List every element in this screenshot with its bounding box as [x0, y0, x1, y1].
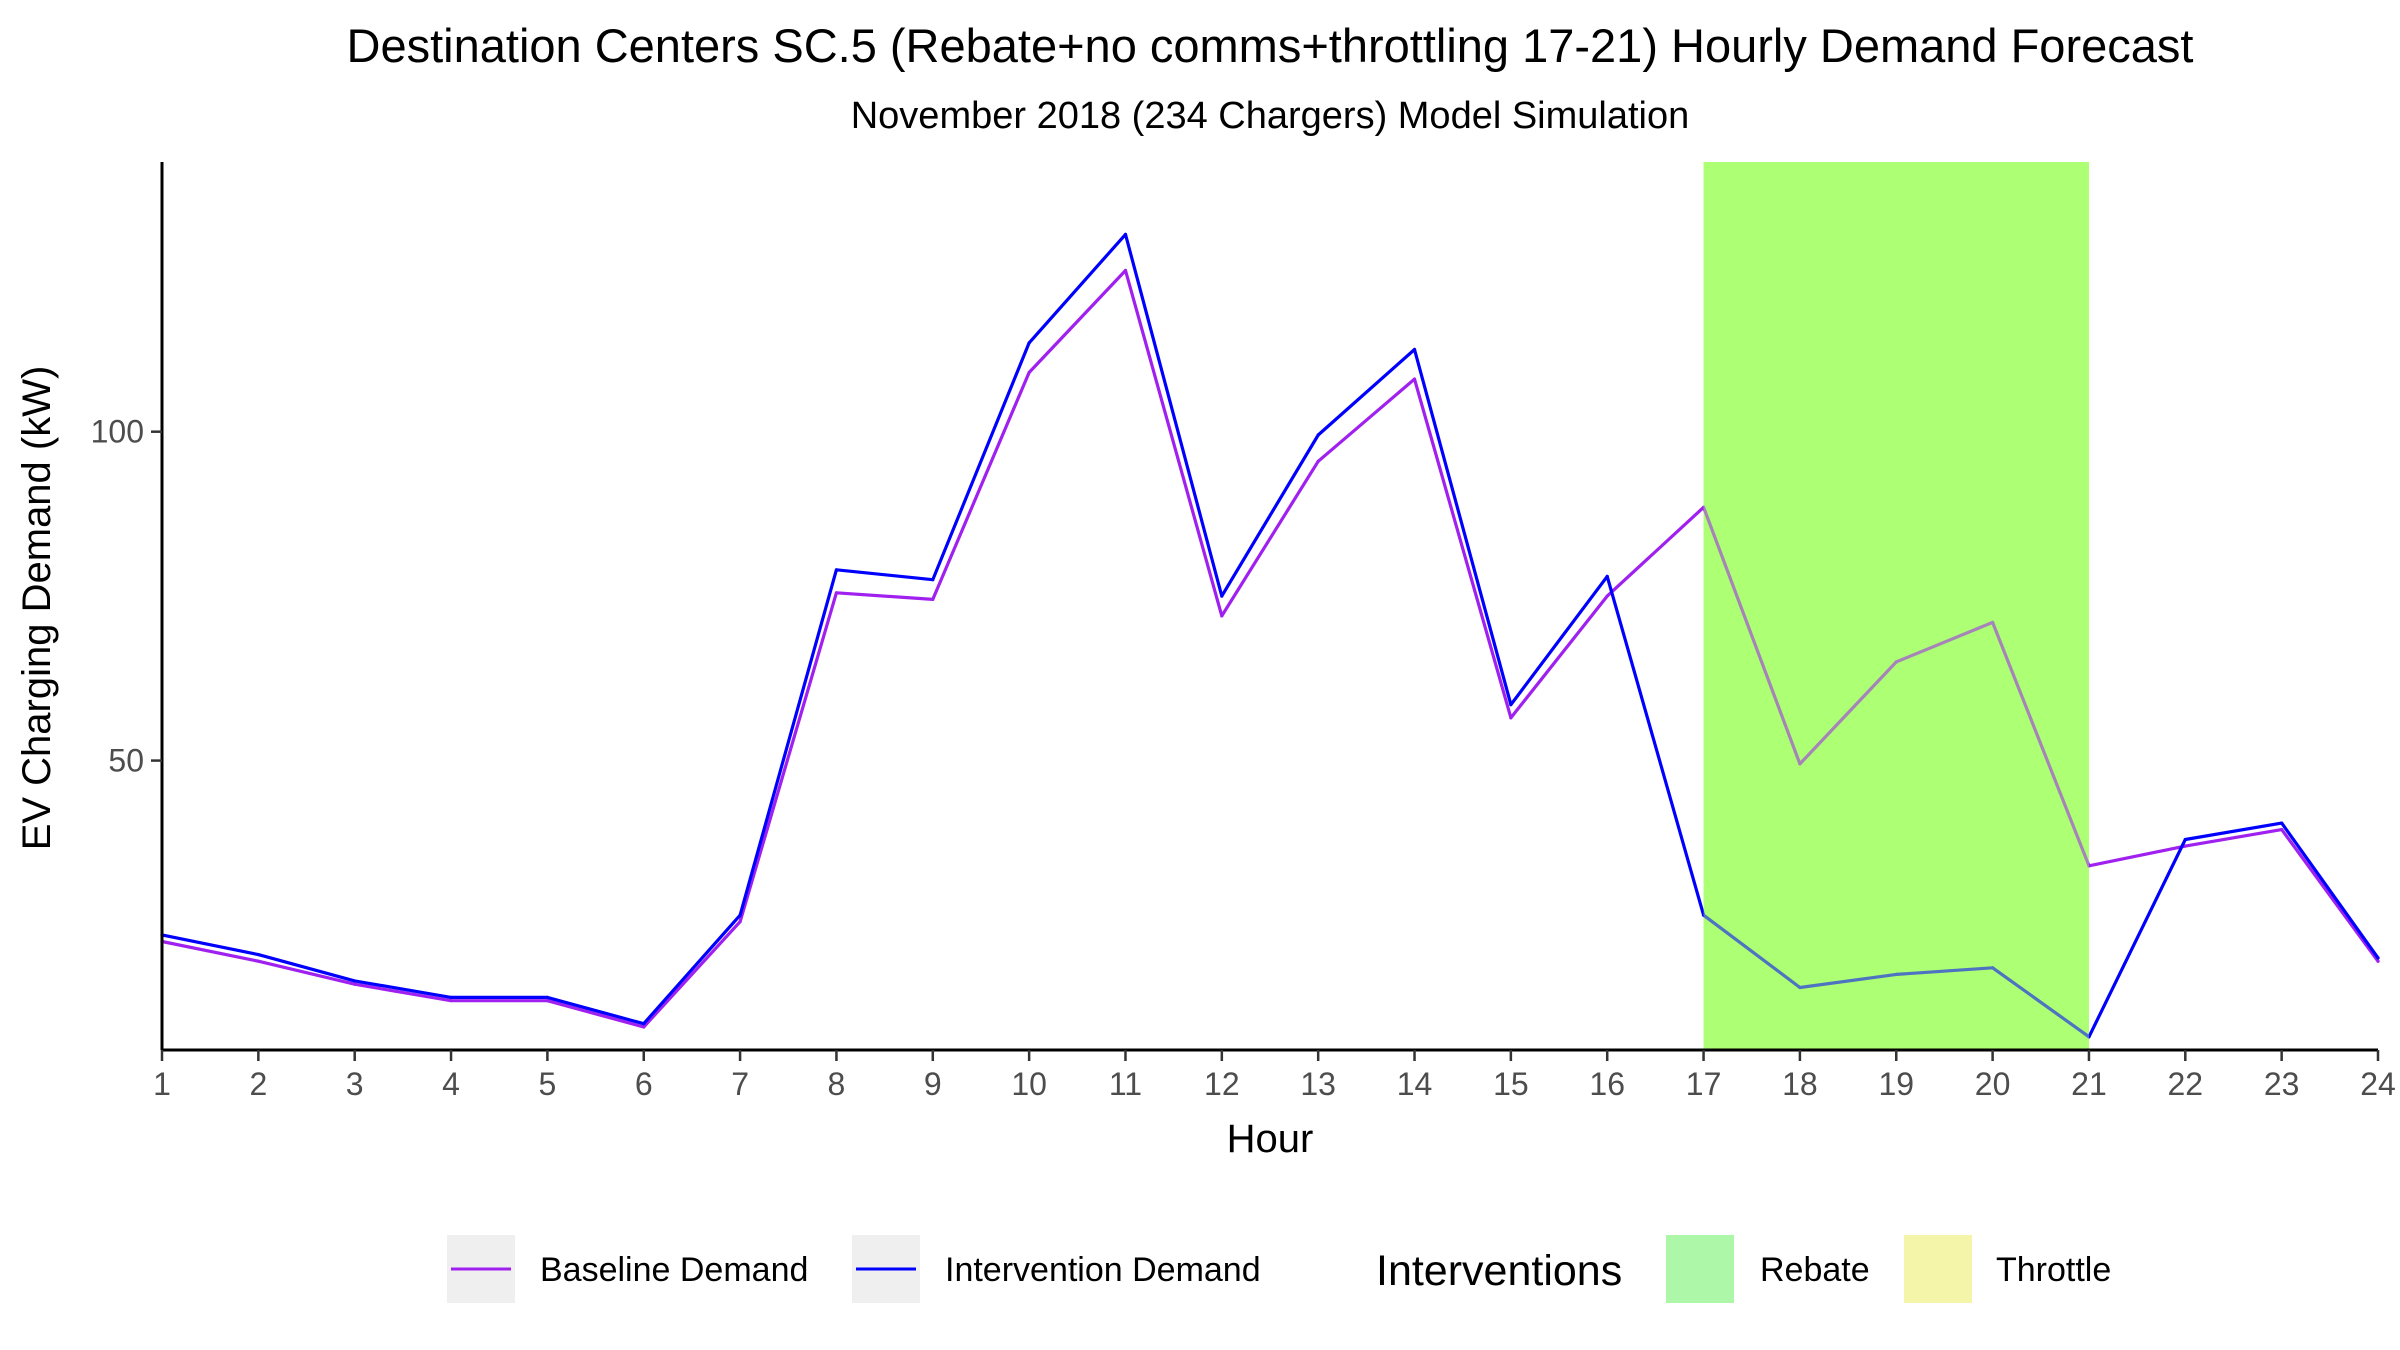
data-point	[1316, 433, 1320, 437]
data-point	[1027, 341, 1031, 345]
data-point	[642, 1025, 646, 1029]
data-point	[1991, 620, 1995, 625]
x-tick-label: 22	[2168, 1066, 2204, 1102]
x-axis-title: Hour	[1227, 1117, 1314, 1161]
x-tick-label: 24	[2360, 1066, 2396, 1102]
x-tick-label: 23	[2264, 1066, 2300, 1102]
legend-title: Interventions	[1376, 1247, 1622, 1295]
data-point	[1412, 347, 1417, 352]
data-point	[1991, 966, 1995, 970]
chart-title: Destination Centers SC.5 (Rebate+no comm…	[347, 19, 2194, 72]
legend-label-intervention: Intervention Demand	[945, 1251, 1261, 1289]
data-point	[2280, 828, 2284, 832]
data-point	[2183, 837, 2187, 842]
x-tick-label: 14	[1397, 1066, 1433, 1102]
x-tick-label: 12	[1204, 1066, 1240, 1102]
data-point	[353, 982, 357, 986]
data-point	[2376, 956, 2380, 960]
data-point	[353, 979, 357, 983]
data-point	[1894, 660, 1898, 664]
legend-key-rebate	[1666, 1235, 1734, 1303]
x-tick-label: 8	[828, 1066, 846, 1102]
data-point	[545, 999, 549, 1003]
x-tick-label: 19	[1878, 1066, 1914, 1102]
data-point	[2087, 1035, 2091, 1039]
data-point	[1509, 703, 1513, 707]
y-axis-title: EV Charging Demand (kW)	[15, 366, 59, 851]
x-tick-label: 1	[153, 1066, 171, 1102]
data-point	[1701, 913, 1706, 917]
x-tick-label: 3	[346, 1066, 364, 1102]
legend-label-rebate: Rebate	[1760, 1251, 1870, 1289]
data-point	[931, 597, 935, 602]
data-point	[834, 568, 839, 572]
x-tick-label: 15	[1493, 1066, 1529, 1102]
data-point	[256, 959, 260, 963]
data-point	[1605, 574, 1609, 579]
x-tick-label: 21	[2071, 1066, 2107, 1102]
x-tick-label: 10	[1011, 1066, 1047, 1102]
data-point	[449, 995, 453, 999]
data-point	[1798, 762, 1802, 766]
data-point	[256, 953, 260, 957]
data-point	[1220, 594, 1224, 598]
data-point	[1798, 985, 1802, 990]
x-tick-label: 5	[538, 1066, 556, 1102]
legend-label-baseline: Baseline Demand	[540, 1251, 808, 1289]
x-tick-label: 2	[249, 1066, 267, 1102]
data-point	[1123, 268, 1128, 273]
x-tick-label: 6	[635, 1066, 653, 1102]
data-point	[1894, 972, 1898, 976]
data-point	[1509, 716, 1513, 720]
shaded-region-rebate	[1703, 162, 2089, 1050]
data-point	[931, 578, 935, 582]
chart-subtitle: November 2018 (234 Chargers) Model Simul…	[851, 95, 1690, 137]
legend-label-throttle: Throttle	[1996, 1251, 2111, 1289]
data-point	[2280, 821, 2284, 825]
data-point	[2087, 864, 2091, 868]
series-line-0	[160, 268, 2380, 1029]
x-tick-label: 13	[1300, 1066, 1336, 1102]
x-tick-label: 17	[1686, 1066, 1722, 1102]
data-point	[738, 920, 742, 924]
data-point	[1316, 459, 1320, 463]
x-tick-label: 18	[1782, 1066, 1818, 1102]
data-point	[2376, 959, 2380, 963]
data-point	[1412, 377, 1417, 381]
x-tick-label: 7	[731, 1066, 749, 1102]
shaded-region-overlay	[1703, 162, 2089, 1050]
data-point	[449, 999, 453, 1003]
x-tick-label: 16	[1589, 1066, 1625, 1102]
data-point	[1027, 370, 1031, 375]
y-tick-label: 50	[108, 743, 144, 779]
legend-key-throttle	[1904, 1235, 1972, 1303]
x-tick-label: 20	[1975, 1066, 2011, 1102]
x-tick-label: 4	[442, 1066, 460, 1102]
x-tick-label: 11	[1109, 1066, 1142, 1102]
data-point	[1701, 505, 1706, 509]
data-point	[738, 913, 742, 917]
series-line-1	[160, 232, 2380, 1039]
data-point	[1123, 232, 1128, 236]
plot-area: 1 2 3 4 5 6 7 8 9 10 11 12 13 14 15 16 17 18 19 20 21 22 23 245…	[91, 162, 2396, 1102]
x-tick-label: 9	[924, 1066, 942, 1102]
data-point	[1220, 614, 1224, 618]
legend: Baseline Demand Intervention Demand Inte…	[447, 1235, 2111, 1303]
data-point	[2183, 844, 2187, 848]
data-point	[545, 995, 549, 999]
data-point	[642, 1022, 646, 1026]
data-point	[834, 591, 839, 595]
data-point	[1605, 594, 1609, 598]
y-tick-label: 100	[91, 414, 144, 450]
